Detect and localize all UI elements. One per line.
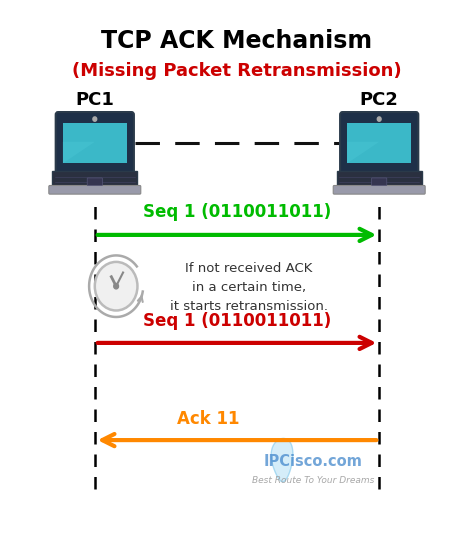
- FancyBboxPatch shape: [333, 186, 425, 194]
- Text: If not received ACK
in a certain time,
it starts retransmission.: If not received ACK in a certain time, i…: [170, 262, 328, 313]
- FancyBboxPatch shape: [372, 178, 387, 186]
- FancyBboxPatch shape: [337, 172, 422, 186]
- FancyBboxPatch shape: [340, 112, 418, 174]
- FancyBboxPatch shape: [347, 123, 411, 163]
- Text: Seq 1 (0110011011): Seq 1 (0110011011): [143, 203, 331, 221]
- FancyBboxPatch shape: [49, 186, 141, 194]
- Polygon shape: [271, 438, 293, 482]
- Polygon shape: [347, 142, 379, 163]
- FancyBboxPatch shape: [52, 172, 137, 186]
- Circle shape: [114, 284, 118, 289]
- Text: TCP ACK Mechanism: TCP ACK Mechanism: [101, 29, 373, 52]
- Text: PC1: PC1: [75, 91, 114, 109]
- Circle shape: [95, 262, 137, 310]
- FancyBboxPatch shape: [63, 123, 127, 163]
- Text: Ack 11: Ack 11: [177, 409, 240, 428]
- Text: PC2: PC2: [360, 91, 399, 109]
- FancyBboxPatch shape: [56, 112, 134, 174]
- Text: Best Route To Your Dreams: Best Route To Your Dreams: [252, 476, 374, 485]
- FancyBboxPatch shape: [87, 178, 102, 186]
- Text: (Missing Packet Retransmission): (Missing Packet Retransmission): [72, 62, 402, 80]
- Circle shape: [377, 117, 381, 122]
- Polygon shape: [63, 142, 95, 163]
- Text: IPCisco.com: IPCisco.com: [264, 454, 362, 469]
- Text: Seq 1 (0110011011): Seq 1 (0110011011): [143, 312, 331, 330]
- Circle shape: [93, 117, 97, 122]
